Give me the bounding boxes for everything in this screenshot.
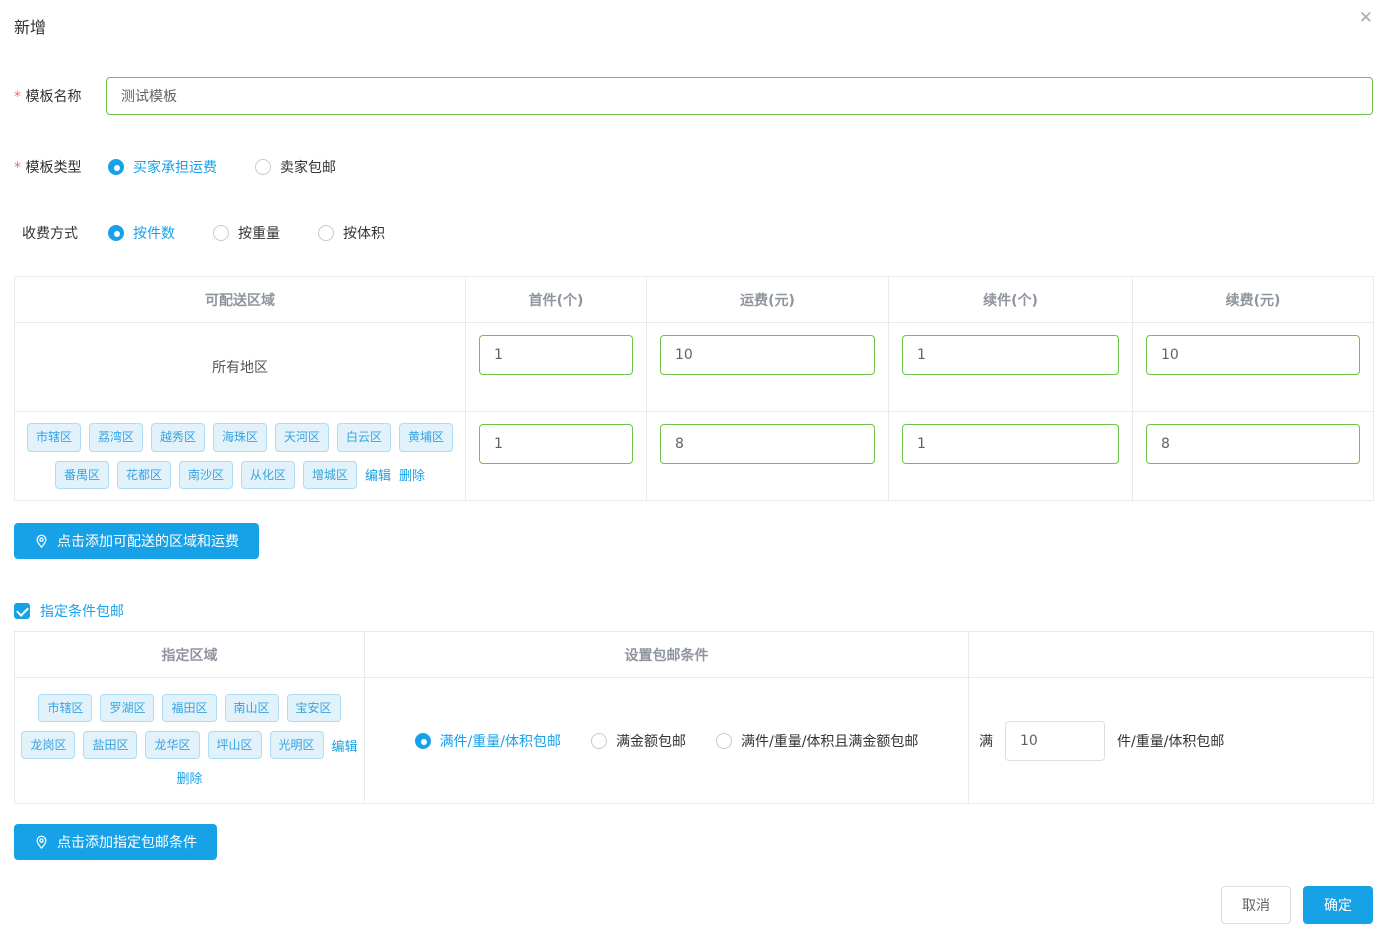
col-header-freight: 运费(元) <box>646 276 889 323</box>
region-tag: 福田区 <box>162 693 217 722</box>
conditional-free-shipping-label: 指定条件包邮 <box>40 604 124 620</box>
region-tag: 坪山区 <box>207 731 262 760</box>
region-tag: 龙岗区 <box>21 731 76 760</box>
radio-amount-free[interactable]: 满金额包邮 <box>591 731 686 751</box>
region-tag: 海珠区 <box>212 423 267 452</box>
template-type-row: 模板类型 买家承担运费 卖家包邮 <box>14 157 1373 177</box>
col-header-empty <box>968 631 1374 678</box>
first-qty-input-row2[interactable] <box>479 424 633 464</box>
radio-by-piece[interactable]: 按件数 <box>108 223 175 243</box>
charge-method-label: 收费方式 <box>22 226 78 242</box>
region-tag: 白云区 <box>337 423 392 452</box>
radio-unselected-icon <box>318 225 334 241</box>
col-header-next-qty: 续件(个) <box>888 276 1133 323</box>
radio-unselected-icon <box>591 732 607 749</box>
radio-unselected-icon <box>255 159 271 175</box>
table-row: 市辖区 荔湾区 越秀区 海珠区 天河区 白云区 黄埔区 番禺区 花都区 南沙区 … <box>14 411 1374 501</box>
region-tag: 增城区 <box>303 460 358 489</box>
radio-by-volume[interactable]: 按体积 <box>318 223 385 243</box>
radio-by-weight[interactable]: 按重量 <box>213 223 280 243</box>
add-region-button-label: 点击添加可配送的区域和运费 <box>57 534 239 550</box>
dialog-footer: 取消 确定 <box>1221 886 1373 924</box>
condition-radios-cell: 满件/重量/体积包邮 满金额包邮 满件/重量/体积且满金额包邮 <box>364 677 969 804</box>
template-name-row: 模板名称 <box>14 77 1373 115</box>
radio-selected-icon <box>108 159 124 175</box>
radio-unselected-icon <box>213 225 229 241</box>
condition-radio-group: 满件/重量/体积包邮 满金额包邮 满件/重量/体积且满金额包邮 <box>365 731 968 751</box>
region-tag: 南沙区 <box>178 460 233 489</box>
region-tag: 宝安区 <box>286 693 341 722</box>
threshold-suffix: 件/重量/体积包邮 <box>1117 733 1225 750</box>
freight-input-row2[interactable] <box>660 424 875 464</box>
region-tag: 越秀区 <box>150 423 205 452</box>
threshold-input[interactable] <box>1005 720 1105 761</box>
template-type-label: 模板类型 <box>14 157 94 177</box>
col-header-condition: 设置包邮条件 <box>364 631 969 678</box>
region-tag: 荔湾区 <box>88 423 143 452</box>
region-tag: 罗湖区 <box>100 693 155 722</box>
edit-region-link[interactable]: 编辑 <box>365 469 392 485</box>
checkbox-checked-icon[interactable] <box>14 603 30 619</box>
region-tag: 光明区 <box>269 731 324 760</box>
col-header-specified-region: 指定区域 <box>14 631 365 678</box>
next-fee-input-row2[interactable] <box>1146 424 1360 464</box>
shipping-fee-table: 可配送区域 首件(个) 运费(元) 续件(个) 续费(元) 所有地区 市辖区 荔… <box>14 276 1374 501</box>
add-region-button[interactable]: 点击添加可配送的区域和运费 <box>14 523 259 559</box>
region-tag: 南山区 <box>224 693 279 722</box>
radio-selected-icon <box>414 732 431 749</box>
region-tag: 从化区 <box>240 460 295 489</box>
threshold-cell: 满 件/重量/体积包邮 <box>968 677 1374 804</box>
dialog-header: 新增 ✕ <box>14 0 1373 38</box>
radio-unselected-icon <box>716 732 732 749</box>
charge-method-row: 收费方式 按件数 按重量 按体积 <box>14 223 1373 243</box>
delete-specified-region-link[interactable]: 删除 <box>176 772 203 788</box>
region-tag: 市辖区 <box>38 693 93 722</box>
charge-method-radio-group: 按件数 按重量 按体积 <box>108 223 385 243</box>
dialog-title: 新增 <box>14 18 47 37</box>
col-header-region: 可配送区域 <box>14 276 466 323</box>
location-pin-icon <box>34 835 49 850</box>
specified-region-tags-cell: 市辖区 罗湖区 福田区 南山区 宝安区 龙岗区 盐田区 龙华区 坪山区 光明区 … <box>14 677 365 804</box>
region-tag: 黄埔区 <box>399 423 454 452</box>
region-tag: 花都区 <box>116 460 171 489</box>
region-tag: 盐田区 <box>83 731 138 760</box>
radio-qty-weight-volume-free[interactable]: 满件/重量/体积包邮 <box>414 731 561 751</box>
region-tag: 番禺区 <box>54 460 109 489</box>
cancel-button[interactable]: 取消 <box>1221 886 1291 924</box>
region-tags-cell: 市辖区 荔湾区 越秀区 海珠区 天河区 白云区 黄埔区 番禺区 花都区 南沙区 … <box>14 411 466 501</box>
free-shipping-condition-table: 指定区域 设置包邮条件 市辖区 罗湖区 福田区 南山区 宝安区 龙岗区 盐田区 … <box>14 631 1374 804</box>
table-header-row: 可配送区域 首件(个) 运费(元) 续件(个) 续费(元) <box>14 276 1374 323</box>
region-tag: 市辖区 <box>26 423 81 452</box>
region-tag: 龙华区 <box>145 731 200 760</box>
template-name-input[interactable] <box>106 77 1373 115</box>
first-qty-input-row1[interactable] <box>479 335 633 375</box>
template-type-radio-group: 买家承担运费 卖家包邮 <box>108 157 336 177</box>
next-qty-input-row1[interactable] <box>902 335 1119 375</box>
region-all-areas: 所有地区 <box>14 322 466 412</box>
radio-selected-icon <box>108 225 124 241</box>
location-pin-icon <box>34 534 49 549</box>
add-condition-button[interactable]: 点击添加指定包邮条件 <box>14 824 217 860</box>
add-condition-button-label: 点击添加指定包邮条件 <box>57 835 197 851</box>
close-icon[interactable]: ✕ <box>1358 8 1373 28</box>
edit-specified-region-link[interactable]: 编辑 <box>331 739 358 755</box>
conditional-free-shipping-checkbox[interactable]: 指定条件包邮 <box>14 601 1373 621</box>
threshold-prefix: 满 <box>979 733 993 750</box>
col-header-next-fee: 续费(元) <box>1132 276 1374 323</box>
confirm-button[interactable]: 确定 <box>1303 886 1373 924</box>
next-qty-input-row2[interactable] <box>902 424 1119 464</box>
next-fee-input-row1[interactable] <box>1146 335 1360 375</box>
template-name-label: 模板名称 <box>14 86 94 106</box>
region-tag: 天河区 <box>275 423 330 452</box>
radio-buyer-pays-freight[interactable]: 买家承担运费 <box>108 157 217 177</box>
table-row: 所有地区 <box>14 322 1374 412</box>
col-header-first-qty: 首件(个) <box>465 276 647 323</box>
radio-qty-and-amount-free[interactable]: 满件/重量/体积且满金额包邮 <box>716 731 918 751</box>
table-header-row: 指定区域 设置包邮条件 <box>14 631 1374 678</box>
freight-input-row1[interactable] <box>660 335 875 375</box>
table-row: 市辖区 罗湖区 福田区 南山区 宝安区 龙岗区 盐田区 龙华区 坪山区 光明区 … <box>14 677 1374 804</box>
delete-region-link[interactable]: 删除 <box>399 469 426 485</box>
radio-seller-free-shipping[interactable]: 卖家包邮 <box>255 157 336 177</box>
